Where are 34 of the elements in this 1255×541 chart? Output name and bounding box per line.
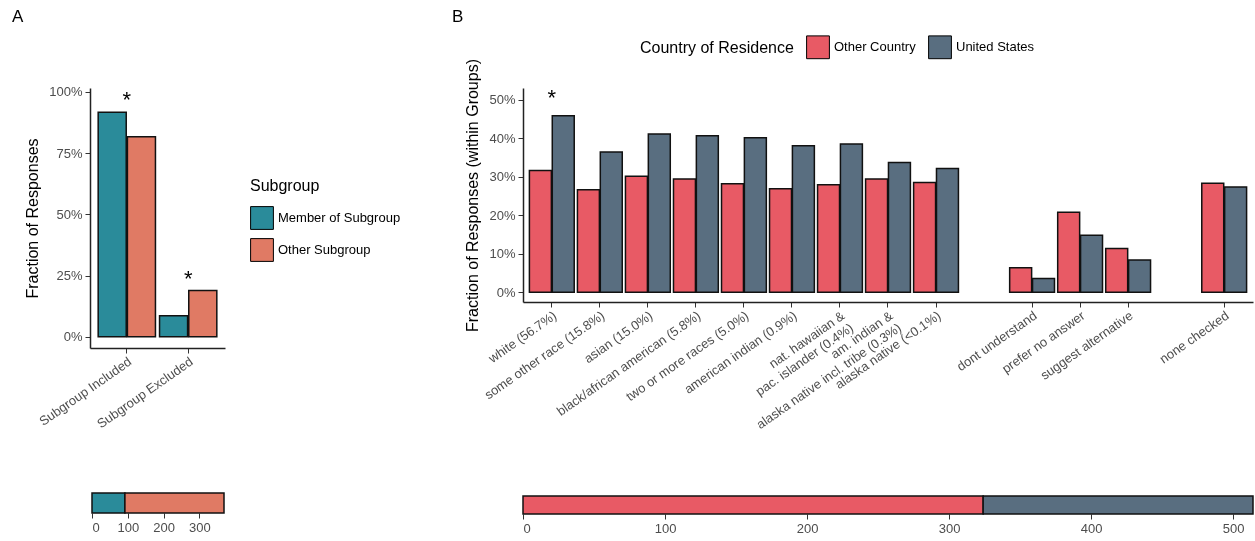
y-tick-label: 40%	[489, 130, 516, 146]
y-tick-label: 50%	[56, 206, 83, 222]
legend-label: Other Country	[834, 39, 917, 55]
legend-label: Other Subgroup	[278, 242, 371, 257]
x-tick-label: 300	[938, 520, 961, 536]
legend-title: Subgroup	[250, 177, 320, 194]
y-axis-title: Fraction of Responses (within Groups)	[464, 59, 482, 332]
y-tick-label: 0%	[496, 284, 516, 300]
chart-title: B	[452, 7, 464, 27]
y-tick-label: 30%	[489, 169, 516, 185]
legend-label: Member of Subgroup	[278, 210, 401, 225]
legend-title: Country of Residence	[640, 39, 794, 56]
y-tick-label: 25%	[56, 268, 83, 284]
x-tick-label: 0	[92, 519, 100, 535]
y-tick-label: 100%	[49, 84, 83, 100]
y-tick-label: 10%	[489, 246, 516, 262]
x-tick-label: 100	[654, 520, 677, 536]
x-tick-label: 500	[1222, 520, 1245, 536]
x-tick-label: 200	[796, 520, 819, 536]
annotation: *	[547, 85, 557, 111]
y-tick-label: 0%	[63, 329, 83, 345]
y-tick-label: 50%	[489, 92, 516, 108]
annotation: *	[183, 265, 193, 291]
y-tick-label: 20%	[489, 207, 516, 223]
x-tick-label: 200	[153, 519, 175, 535]
y-axis-title: Fraction of Responses	[24, 138, 42, 299]
annotation: *	[122, 87, 132, 112]
chart-title: A	[12, 7, 24, 27]
x-tick-label: 100	[117, 519, 140, 535]
x-tick-label: 400	[1080, 520, 1103, 536]
x-tick-label: 0	[523, 520, 531, 536]
x-tick-label: 300	[188, 519, 211, 535]
legend-label: United States	[956, 39, 1035, 55]
y-tick-label: 75%	[56, 145, 83, 161]
